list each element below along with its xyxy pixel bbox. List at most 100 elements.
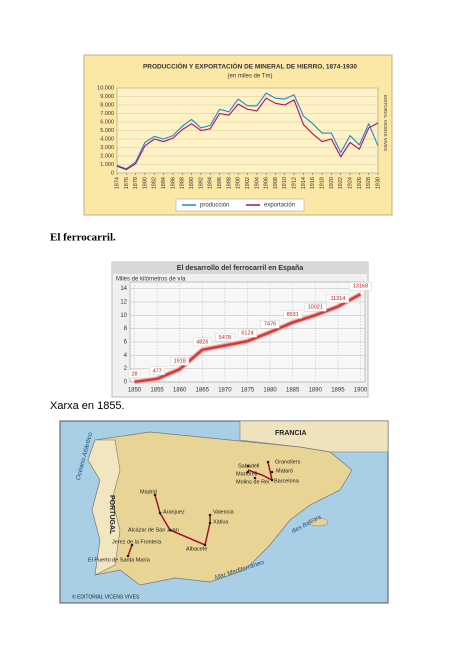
chart2-title: El desarrollo del ferrocarril en España: [177, 265, 304, 272]
y-tick-label: 0: [111, 170, 114, 176]
map-label: Alcázar de San Juan: [128, 527, 179, 533]
x-tick-label: 1890: [189, 177, 195, 189]
value-label: 1918: [174, 359, 186, 365]
x-tick-label: 1884: [161, 177, 167, 189]
series-line: [116, 97, 379, 171]
map-label: Martorell: [236, 471, 257, 477]
y-tick-label: 4: [124, 353, 128, 359]
map-label: Valencia: [213, 509, 235, 515]
x-tick-label: 1875: [241, 388, 255, 394]
city-dot: [208, 513, 212, 517]
x-tick-label: 1874: [114, 177, 120, 189]
x-tick-label: 1930: [375, 177, 381, 189]
legend-label: exportación: [264, 203, 295, 209]
x-tick-label: 1926: [357, 177, 363, 189]
y-tick-label: 5.000: [100, 128, 114, 134]
value-label-box: [215, 333, 235, 342]
y-tick-label: 7.000: [100, 111, 114, 117]
value-label: 28: [131, 371, 137, 377]
city-dot: [130, 543, 134, 547]
value-label-box: [326, 294, 350, 303]
map-credit: © EDITORIAL VICENS VIVES: [72, 593, 140, 600]
value-label-box: [260, 319, 280, 329]
x-tick-label: 1886: [170, 177, 176, 189]
x-tick-label: 1922: [338, 177, 344, 189]
y-tick-label: 2: [124, 366, 128, 372]
map-railway: [127, 461, 274, 557]
legend-box: [175, 198, 305, 212]
city-dot: [208, 521, 212, 525]
x-tick-label: 1900: [354, 388, 368, 394]
value-label: 13168: [353, 284, 368, 290]
map-label: Aranjuez: [163, 509, 185, 515]
value-label-box: [349, 282, 372, 291]
value-label: 477: [153, 368, 162, 374]
chart2-title-band: [112, 262, 368, 274]
series-line: [134, 293, 362, 384]
city-dot: [246, 464, 250, 468]
x-tick-label: 1855: [150, 388, 164, 394]
heading: El ferrocarril.: [50, 232, 116, 244]
value-label-box: [170, 357, 190, 366]
x-tick-label: 1876: [124, 177, 130, 189]
y-tick-label: 10.000: [97, 85, 114, 91]
city-dot: [126, 554, 130, 558]
city-dot: [270, 470, 274, 474]
y-tick-label: 12: [120, 300, 127, 306]
y-tick-label: 0: [124, 380, 128, 386]
map-label: Jerez de la Frontera: [112, 539, 162, 545]
x-tick-label: 1892: [198, 177, 204, 189]
chart1-side-note: EDITORIAL VICENS VIVES: [383, 95, 388, 151]
chart2-y-label: Miles de kilómetros de vía: [116, 277, 186, 283]
value-label: 6124: [241, 331, 253, 337]
x-tick-label: 1918: [320, 177, 326, 189]
value-label: 4826: [196, 339, 208, 345]
value-label-box: [149, 366, 165, 376]
value-label: 8931: [287, 312, 299, 318]
x-tick-label: 1914: [301, 177, 307, 189]
y-tick-label: 2.000: [100, 153, 114, 159]
city-dot: [246, 470, 250, 474]
x-tick-label: 1895: [331, 388, 345, 394]
map-label: Sabadell: [238, 463, 259, 469]
x-tick-label: 1912: [292, 177, 298, 189]
y-tick-label: 8.000: [100, 102, 114, 108]
x-tick-label: 1865: [196, 388, 210, 394]
map-label: FRANCIA: [275, 430, 307, 437]
x-tick-label: 1916: [310, 177, 316, 189]
map: [59, 420, 389, 604]
x-tick-label: 1880: [263, 388, 277, 394]
x-tick-label: 1894: [208, 177, 214, 189]
chart1-title: PRODUCCIÓN Y EXPORTACIÓN DE MINERAL DE H…: [143, 62, 357, 71]
value-label: 11314: [330, 296, 345, 302]
map-label: Xàtiva: [213, 519, 229, 525]
x-tick-label: 1928: [366, 177, 372, 189]
y-tick-label: 3.000: [100, 145, 114, 151]
y-tick-label: 9.000: [100, 94, 114, 100]
x-tick-label: 1880: [142, 177, 148, 189]
y-tick-label: 6: [124, 340, 128, 346]
map-label: PORTUGAL: [108, 495, 115, 535]
x-tick-label: 1910: [282, 177, 288, 189]
series-line: [116, 92, 379, 170]
x-tick-label: 1904: [254, 177, 260, 189]
city-dot: [153, 493, 157, 497]
map-label: Madrid: [140, 489, 157, 495]
map-label: El Puerto de Santa María: [88, 557, 151, 563]
value-label-box: [192, 337, 212, 347]
map-label: Molins de Rei: [236, 479, 269, 485]
y-tick-label: 14: [120, 286, 127, 292]
map-islands: [307, 517, 329, 527]
x-tick-label: 1850: [128, 388, 142, 394]
map-label: Mataró: [276, 468, 293, 474]
x-tick-label: 1908: [273, 177, 279, 189]
x-tick-label: 1902: [245, 177, 251, 189]
y-tick-label: 4.000: [100, 136, 114, 142]
heading: Xarxa en 1855.: [50, 400, 125, 412]
map-label: Granollers: [275, 459, 301, 465]
city-dot: [158, 511, 162, 515]
map-label: Barcelona: [274, 478, 300, 484]
y-tick-label: 10: [120, 313, 127, 319]
x-tick-label: 1888: [180, 177, 186, 189]
